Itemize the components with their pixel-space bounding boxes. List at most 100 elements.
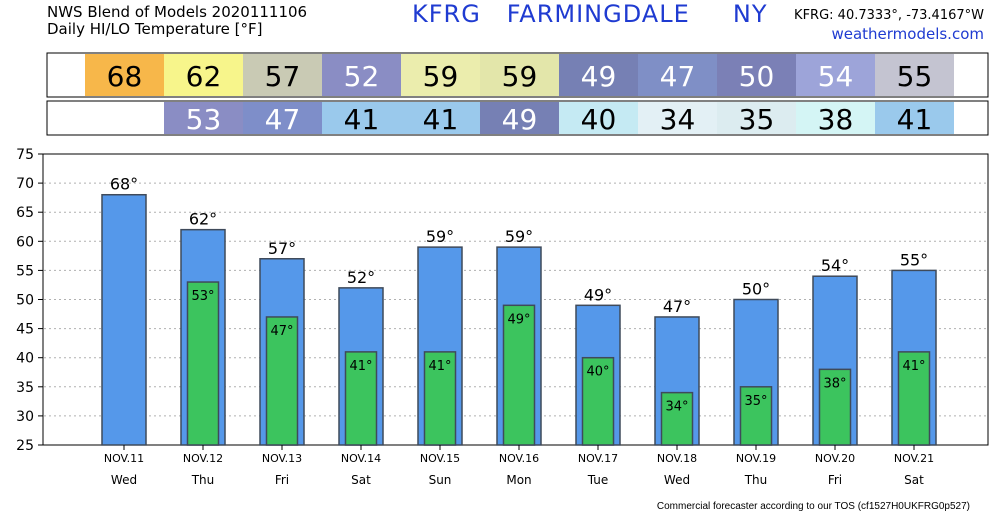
low-box-value: 40 (581, 103, 617, 136)
y-tick-label: 50 (16, 293, 34, 309)
high-box (480, 54, 559, 96)
y-tick-label: 65 (16, 205, 34, 221)
low-box (796, 102, 875, 134)
x-weekday-label: Fri (828, 473, 842, 487)
x-tick-label: NOV.11 (104, 452, 144, 465)
high-bar-label: 52° (347, 268, 375, 287)
y-tick-label: 60 (16, 234, 34, 250)
x-tick-label: NOV.17 (578, 452, 618, 465)
high-box (875, 54, 954, 96)
low-bar-label: 34° (665, 400, 688, 415)
high-box-value: 49 (581, 60, 617, 93)
low-bar-label: 40° (586, 365, 609, 380)
x-weekday-label: Thu (744, 473, 768, 487)
low-bar-label: 41° (349, 359, 372, 374)
x-weekday-label: Wed (664, 473, 690, 487)
high-box (401, 54, 480, 96)
y-tick-label: 75 (16, 147, 34, 163)
low-box (638, 102, 717, 134)
y-tick-label: 55 (16, 263, 34, 279)
low-box (559, 102, 638, 134)
x-tick-label: NOV.14 (341, 452, 381, 465)
low-box-value: 34 (660, 103, 696, 136)
low-box-value: 35 (739, 103, 775, 136)
high-box (559, 54, 638, 96)
x-weekday-label: Thu (191, 473, 215, 487)
chart-header-left: NWS Blend of Models 2020111106 Daily HI/… (47, 4, 307, 38)
footer-note: Commercial forecaster according to our T… (656, 501, 970, 512)
high-box-value: 57 (265, 60, 301, 93)
low-box (480, 102, 559, 134)
high-box (717, 54, 796, 96)
x-axis-ticks: NOV.11 Wed NOV.12 Thu NOV.13 Fri NOV.14 Sat NOV.… (104, 445, 934, 487)
high-box-value: 55 (897, 60, 933, 93)
chart-subtitle: Daily HI/LO Temperature [°F] (47, 20, 263, 38)
high-bar-label: 57° (268, 239, 296, 258)
x-tick-label: NOV.15 (420, 452, 460, 465)
high-box-value: 47 (660, 60, 696, 93)
x-weekday-label: Tue (587, 473, 609, 487)
low-temp-boxes: 53 47 41 41 49 40 34 35 38 41 (46, 100, 989, 136)
x-weekday-label: Sat (351, 473, 371, 487)
y-tick-label: 70 (16, 176, 34, 192)
low-bar (265, 316, 299, 446)
high-box-value: 50 (739, 60, 775, 93)
low-box (164, 102, 243, 134)
high-bar (101, 193, 147, 446)
high-bar-label: 62° (189, 210, 217, 229)
low-box-value: 38 (818, 103, 854, 136)
low-bar (818, 368, 852, 446)
low-bar-label: 47° (270, 324, 293, 339)
low-bar (897, 351, 931, 446)
low-box (322, 102, 401, 134)
high-box-value: 52 (344, 60, 380, 93)
high-box (164, 54, 243, 96)
high-box-value: 59 (423, 60, 459, 93)
low-box (875, 102, 954, 134)
low-bar-label: 49° (507, 312, 530, 327)
y-tick-label: 35 (16, 380, 34, 396)
high-box-value: 62 (186, 60, 222, 93)
chart-header-right: KFRG: 40.7333°, -73.4167°W weathermodels… (794, 6, 984, 44)
x-weekday-label: Fri (275, 473, 289, 487)
low-box-value: 41 (897, 103, 933, 136)
high-bar-label: 59° (426, 227, 454, 246)
y-tick-label: 40 (16, 351, 34, 367)
y-tick-label: 45 (16, 322, 34, 338)
high-box (638, 54, 717, 96)
high-temp-boxes: 68 62 57 52 59 59 49 47 50 54 55 (46, 52, 989, 98)
station-coordinates: KFRG: 40.7333°, -73.4167°W (794, 8, 984, 23)
high-box (85, 54, 164, 96)
low-bar-label: 53° (191, 289, 214, 304)
high-bar-label: 59° (505, 227, 533, 246)
y-axis-ticks: 25 30 35 40 45 50 55 60 65 70 75 (16, 147, 43, 454)
x-tick-label: NOV.16 (499, 452, 539, 465)
bars: 68° 62° 53° 57° 47° 52° 41° 59° 41° 59° 49° 49° 40° 4… (101, 175, 937, 446)
x-weekday-label: Wed (111, 473, 137, 487)
high-bar-label: 68° (110, 175, 138, 194)
model-run-label: NWS Blend of Models 2020111106 (47, 3, 308, 21)
x-tick-label: NOV.12 (183, 452, 223, 465)
x-tick-label: NOV.19 (736, 452, 776, 465)
high-bar-label: 54° (821, 256, 849, 275)
site-link[interactable]: weathermodels.com (831, 25, 984, 43)
high-bar-label: 49° (584, 285, 612, 304)
x-tick-label: NOV.21 (894, 452, 934, 465)
low-box-value: 53 (186, 103, 222, 136)
low-bar (739, 386, 773, 446)
low-bar-label: 41° (902, 359, 925, 374)
low-box-value: 49 (502, 103, 538, 136)
low-box (717, 102, 796, 134)
high-bar-label: 50° (742, 280, 770, 299)
low-box (243, 102, 322, 134)
high-box (796, 54, 875, 96)
high-bar-label: 47° (663, 297, 691, 316)
high-box-value: 68 (107, 60, 143, 93)
station-title: KFRG FARMINGDALE NY (412, 0, 768, 28)
low-bar-label: 35° (744, 394, 767, 409)
high-bar-label: 55° (900, 250, 928, 269)
low-box-value: 47 (265, 103, 301, 136)
low-bar-label: 38° (823, 376, 846, 391)
low-bar (186, 281, 220, 446)
